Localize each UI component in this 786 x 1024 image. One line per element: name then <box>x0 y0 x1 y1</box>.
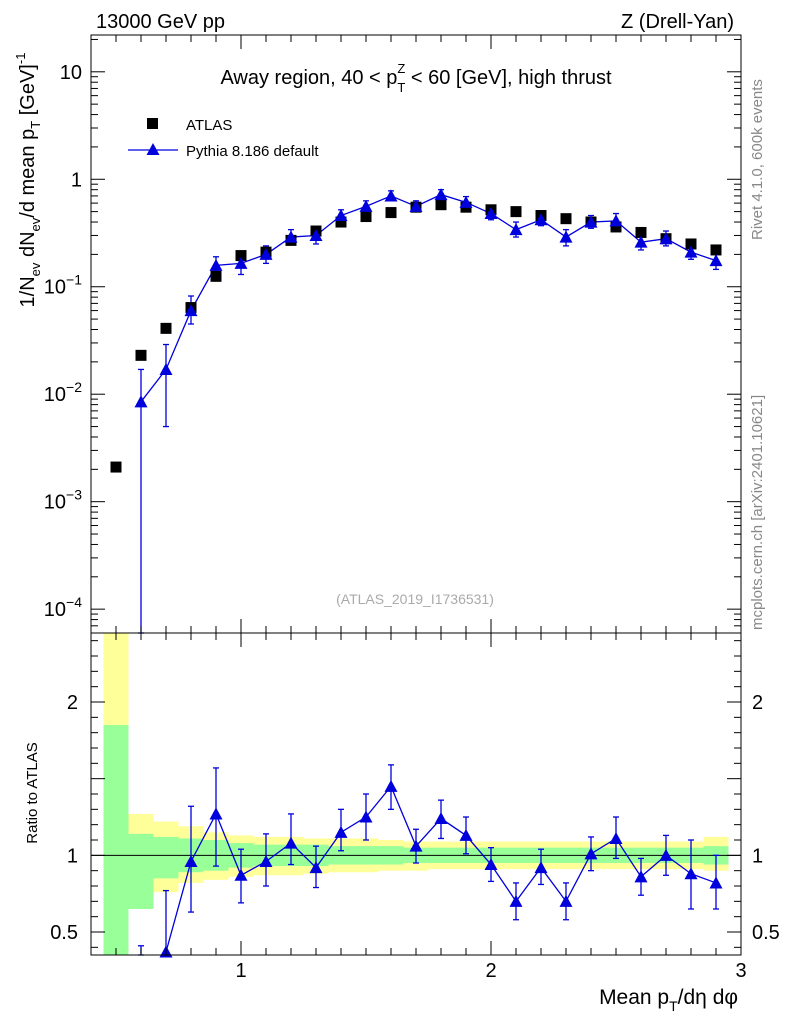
ratio-mc-point <box>309 861 323 874</box>
ratio-band-inner <box>103 725 129 955</box>
ratio-mc-point <box>559 894 573 907</box>
ratio-mc-point <box>659 848 673 861</box>
ratio-ytick-label: 2 <box>67 692 78 714</box>
legend-label-atlas: ATLAS <box>186 117 232 134</box>
ratio-mc-point <box>434 812 448 825</box>
ratio-panel: 0.5 0.5 1 1 2 2 1 2 3 Ratio to ATLAS <box>24 632 780 982</box>
ratio-mc-point <box>534 861 548 874</box>
ratio-mc-point <box>609 831 623 844</box>
main-atlas-point <box>610 221 622 233</box>
main-mc-point <box>634 235 648 248</box>
main-ytick-label: 10−1 <box>44 272 82 299</box>
main-mc-point <box>484 207 498 220</box>
ratio-mc-point <box>384 779 398 792</box>
main-mc-point <box>409 199 423 212</box>
ratio-mc-point <box>234 868 248 881</box>
main-mc-point <box>659 232 673 245</box>
main-atlas-point <box>110 461 122 473</box>
ratio-mc-point <box>684 867 698 880</box>
main-mc-line <box>140 193 717 403</box>
main-atlas-point <box>510 206 522 218</box>
ratio-mc-point <box>359 810 373 823</box>
ratio-mc-point <box>409 839 423 852</box>
ratio-mc-point <box>509 894 523 907</box>
ratio-mc-point <box>584 847 598 860</box>
ratio-mc-point <box>709 876 723 889</box>
main-ytick-label: 10−4 <box>44 594 82 621</box>
ratio-ytick-label-right: 2 <box>752 692 763 714</box>
ratio-frame <box>90 632 742 956</box>
ratio-mc-point <box>634 870 648 883</box>
main-atlas-point <box>360 211 372 223</box>
ratio-mc-point <box>184 854 198 867</box>
main-atlas-point <box>635 226 647 238</box>
ratio-mc-point <box>284 836 298 849</box>
main-mc-point <box>509 223 523 236</box>
ratio-ytick-label-right: 1 <box>752 845 763 867</box>
main-mc-point <box>284 230 298 243</box>
main-mc-point <box>309 228 323 241</box>
main-atlas-point <box>160 322 172 334</box>
main-atlas-point <box>210 270 222 282</box>
ratio-band-inner <box>153 836 179 879</box>
main-mc-point <box>584 215 598 228</box>
main-mc-point <box>234 256 248 269</box>
x-axis-label: Mean pT/dη dφ <box>599 986 738 1014</box>
main-mc-point <box>709 254 723 267</box>
main-mc-point <box>609 214 623 227</box>
main-atlas-point <box>135 349 147 361</box>
ratio-xtick-label: 2 <box>485 960 496 982</box>
main-mc-point <box>209 258 223 271</box>
header-process: Z (Drell-Yan) <box>621 11 734 33</box>
ratio-mc-point <box>484 858 498 871</box>
main-mc-point <box>684 245 698 258</box>
ratio-y-axis-label: Ratio to ATLAS <box>24 742 41 843</box>
legend: ATLAS Pythia 8.186 default <box>128 117 319 160</box>
main-atlas-point <box>710 244 722 256</box>
legend-marker-atlas <box>147 118 158 129</box>
main-title: Away region, 40 < pTZ < 60 [GeV], high t… <box>220 61 612 95</box>
ratio-mc-point <box>209 807 223 820</box>
main-ytick-label: 10 <box>60 62 82 84</box>
ratio-ytick-label: 0.5 <box>50 922 78 944</box>
ratio-ytick-label: 1 <box>67 845 78 867</box>
main-ytick-label: 10−2 <box>44 379 82 406</box>
main-mc-point <box>134 395 148 408</box>
main-mc-point <box>384 189 398 202</box>
main-mc-point <box>359 199 373 212</box>
main-mc-point <box>159 362 173 375</box>
main-mc-point <box>459 195 473 208</box>
main-mc-point <box>434 188 448 201</box>
ratio-ytick-label-right: 0.5 <box>752 922 780 944</box>
main-atlas-point <box>335 216 347 228</box>
legend-marker-pythia <box>146 143 160 155</box>
main-mc-point <box>534 213 548 226</box>
main-mc-point <box>334 209 348 222</box>
main-mc-point <box>184 304 198 317</box>
main-mc-point <box>259 247 273 260</box>
header-energy: 13000 GeV pp <box>96 11 225 33</box>
ratio-mc-line <box>161 785 717 955</box>
main-atlas-point <box>435 199 447 211</box>
analysis-id-label: (ATLAS_2019_I1736531) <box>336 591 494 607</box>
main-panel: 10−4 10−3 10−2 10−1 1 10 Away region, 40 < pT… <box>13 34 742 634</box>
ratio-band-inner <box>128 833 154 909</box>
ratio-mc-point <box>334 825 348 838</box>
main-y-axis-label: 1/Nev dNev/d mean pT [GeV]-1 <box>13 53 43 308</box>
main-ytick-label: 1 <box>71 169 82 191</box>
main-atlas-point <box>235 250 247 262</box>
main-atlas-point <box>385 207 397 219</box>
legend-label-pythia: Pythia 8.186 default <box>186 143 319 160</box>
main-atlas-point <box>685 238 697 250</box>
rivet-version-label: Rivet 4.1.0, 600k events <box>749 79 766 240</box>
ratio-mc-point <box>459 828 473 841</box>
ratio-xtick-label: 3 <box>735 960 746 982</box>
main-mc-point <box>559 230 573 243</box>
ratio-xtick-label: 1 <box>235 960 246 982</box>
main-atlas-point <box>560 213 572 225</box>
main-ytick-label: 10−3 <box>44 487 82 514</box>
mcplots-label: mcplots.cern.ch [arXiv:2401.10621] <box>749 395 766 630</box>
ratio-mc-point <box>259 854 273 867</box>
